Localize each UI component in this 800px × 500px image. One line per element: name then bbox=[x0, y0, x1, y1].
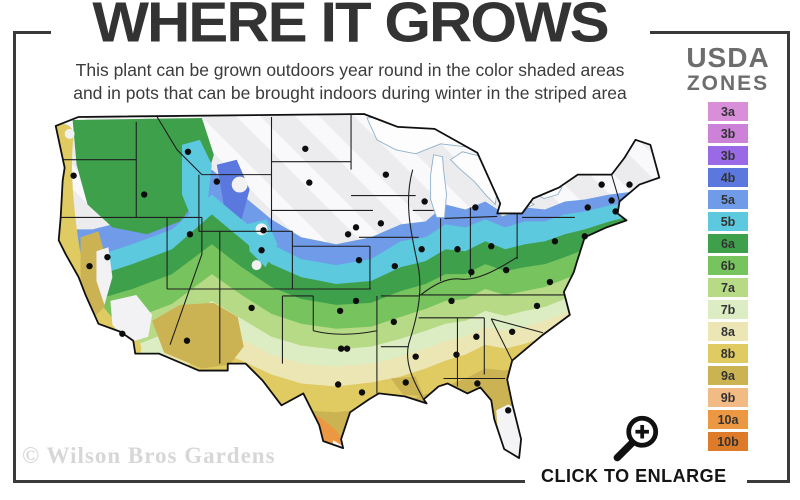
legend-zone-list: 3a 3b 3b 4b 5a 5b 6a 6b 7a 7b 8a 8b 9a 9b 10a 10b bbox=[672, 102, 784, 451]
us-outline bbox=[54, 113, 661, 459]
legend-swatch-label: 10a bbox=[717, 412, 739, 427]
legend-swatch-6b-7: 6b bbox=[708, 256, 748, 275]
legend-swatch-6a-6: 6a bbox=[708, 234, 748, 253]
legend-swatch-3b-2: 3b bbox=[708, 146, 748, 165]
watermark: © Wilson Bros Gardens bbox=[22, 443, 276, 468]
legend-swatch-label: 9b bbox=[720, 390, 736, 405]
frame-border-top-right bbox=[650, 31, 790, 34]
legend-swatch-label: 8b bbox=[720, 346, 736, 361]
legend-swatch-label: 6a bbox=[721, 236, 735, 251]
legend-heading-zones: ZONES bbox=[686, 72, 770, 95]
legend-swatch-label: 4b bbox=[720, 170, 736, 185]
legend-swatch-label: 3a bbox=[721, 104, 735, 119]
legend-swatch-3b-1: 3b bbox=[708, 124, 748, 143]
legend-swatch-7a-8: 7a bbox=[708, 278, 748, 297]
frame-border-bottom-right bbox=[747, 480, 790, 483]
usda-zones-legend: USDA ZONES 3a 3b 3b 4b 5a 5b 6a 6b 7a 7b 8a 8b 9a 9b 1… bbox=[672, 44, 784, 454]
legend-heading-usda: USDA bbox=[686, 42, 770, 73]
legend-swatch-4b-3: 4b bbox=[708, 168, 748, 187]
legend-swatch-label: 3b bbox=[720, 148, 736, 163]
legend-swatch-label: 7b bbox=[720, 302, 736, 317]
legend-swatch-label: 10b bbox=[717, 434, 739, 449]
legend-swatch-9b-13: 9b bbox=[708, 388, 748, 407]
us-zone-map[interactable] bbox=[52, 110, 670, 468]
click-to-enlarge-label[interactable]: CLICK TO ENLARGE bbox=[541, 466, 727, 486]
frame-border-top-left bbox=[13, 31, 51, 34]
frame-border-left bbox=[13, 31, 16, 483]
legend-swatch-3a-0: 3a bbox=[708, 102, 748, 121]
frame-border-bottom-left bbox=[13, 480, 525, 483]
legend-swatch-7b-9: 7b bbox=[708, 300, 748, 319]
legend-swatch-label: 6b bbox=[720, 258, 736, 273]
legend-swatch-5b-5: 5b bbox=[708, 212, 748, 231]
legend-swatch-label: 3b bbox=[720, 126, 736, 141]
page-title: WHERE IT GROWS bbox=[92, 0, 609, 54]
subtitle-line1: This plant can be grown outdoors year ro… bbox=[75, 60, 625, 80]
city-markers bbox=[70, 145, 633, 414]
legend-swatch-8b-11: 8b bbox=[708, 344, 748, 363]
legend-swatch-9a-12: 9a bbox=[708, 366, 748, 385]
legend-swatch-label: 5b bbox=[720, 214, 736, 229]
frame-border-right bbox=[787, 31, 790, 483]
legend-swatch-10b-15: 10b bbox=[708, 432, 748, 451]
legend-swatch-label: 8a bbox=[721, 324, 735, 339]
legend-swatch-10a-14: 10a bbox=[708, 410, 748, 429]
legend-swatch-5a-4: 5a bbox=[708, 190, 748, 209]
legend-swatch-label: 9a bbox=[721, 368, 735, 383]
subtitle-line2: and in pots that can be brought indoors … bbox=[73, 83, 627, 103]
legend-swatch-label: 5a bbox=[721, 192, 735, 207]
state-borders bbox=[60, 113, 621, 400]
legend-swatch-label: 7a bbox=[721, 280, 735, 295]
subtitle: This plant can be grown outdoors year ro… bbox=[40, 59, 660, 105]
magnifier-icon[interactable] bbox=[610, 412, 664, 466]
legend-swatch-8a-10: 8a bbox=[708, 322, 748, 341]
